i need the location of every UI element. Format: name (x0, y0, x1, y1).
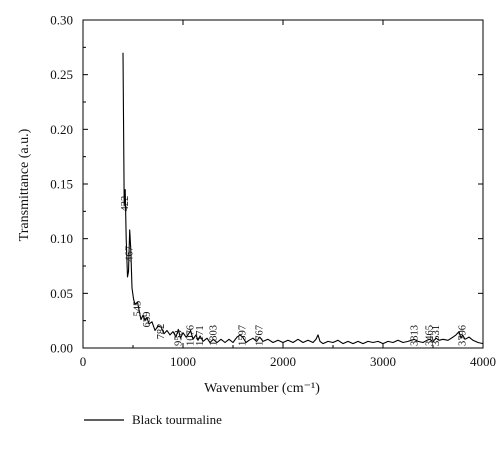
peak-label-467: 467 (125, 246, 136, 262)
peak-label-1597: 1597 (238, 325, 249, 346)
peak-label-639: 639 (142, 312, 153, 328)
peak-label-3796: 3796 (458, 325, 469, 346)
peak-label-1767: 1767 (255, 325, 266, 346)
series-layer (122, 52, 484, 345)
x-tick-label: 2000 (270, 354, 296, 369)
peak-label-545: 545 (133, 301, 144, 317)
series-line-black-tourmaline (122, 52, 484, 345)
x-tick-label: 4000 (470, 354, 496, 369)
peak-label-3465: 3465 (425, 325, 436, 346)
peak-label-3313: 3313 (409, 325, 420, 346)
peak-label-953: 953 (173, 330, 184, 346)
axes (82, 19, 484, 349)
y-axis-title: Transmittance (a.u.) (17, 128, 32, 241)
x-tick-label: 3000 (370, 354, 396, 369)
peak-label-3531: 3531 (431, 325, 442, 346)
x-tick-label: 0 (80, 354, 87, 369)
y-tick-label: 0.15 (50, 177, 73, 192)
legend-label-black-tourmaline: Black tourmaline (132, 412, 222, 427)
y-tick-label: 0.10 (50, 231, 73, 246)
legend: Black tourmaline (84, 412, 222, 427)
peak-label-782: 782 (156, 324, 167, 340)
plot-frame (82, 19, 484, 349)
y-tick-label: 0.00 (50, 341, 73, 356)
peak-label-422: 422 (120, 196, 131, 212)
peak-label-1076: 1076 (186, 325, 197, 346)
x-tick-label: 1000 (170, 354, 196, 369)
tick-marks: 0 1000 2000 3000 4000 0.00 0.05 0.10 0.15 0.20 0.2… (50, 13, 496, 370)
y-tick-label: 0.25 (50, 67, 73, 82)
x-axis-title: Wavenumber (cm⁻¹) (204, 381, 320, 396)
peak-label-1171: 1171 (195, 325, 206, 346)
y-tick-label: 0.20 (50, 122, 73, 137)
y-tick-label: 0.05 (50, 286, 73, 301)
peak-label-1303: 1303 (208, 325, 219, 346)
y-tick-label: 0.30 (50, 13, 73, 28)
